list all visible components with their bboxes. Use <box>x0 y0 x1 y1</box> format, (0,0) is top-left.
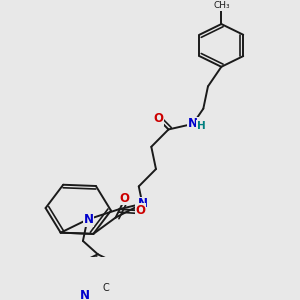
Text: H: H <box>197 121 206 131</box>
Text: O: O <box>119 192 130 205</box>
Text: N: N <box>137 197 147 210</box>
Text: N: N <box>80 289 90 300</box>
Text: N: N <box>84 213 94 226</box>
Text: C: C <box>103 284 110 293</box>
Text: O: O <box>153 112 163 125</box>
Text: O: O <box>136 204 146 217</box>
Text: N: N <box>188 117 198 130</box>
Text: CH₃: CH₃ <box>213 2 230 10</box>
